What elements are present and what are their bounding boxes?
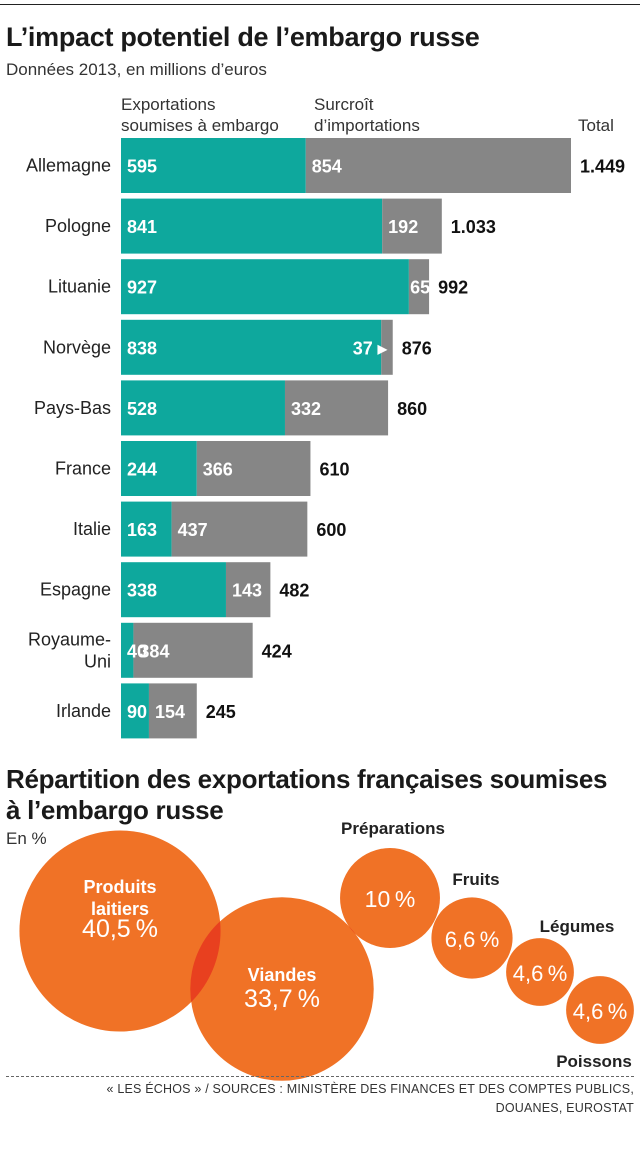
category-label: Lituanie: [48, 277, 111, 297]
category-label: Italie: [73, 519, 111, 539]
value-label-import: 854: [312, 157, 342, 177]
bar-import-2: [408, 259, 430, 315]
bar-import-5: [196, 441, 311, 496]
value-label-embargo: 244: [127, 460, 157, 480]
bubble-poissons: [566, 976, 634, 1044]
category-label: Pays-Bas: [34, 398, 111, 418]
category-label: Espagne: [40, 580, 111, 600]
bubble-value-label: 4,6 %: [573, 999, 628, 1024]
bar-embargo-0: [121, 138, 306, 193]
bar-import-8: [133, 622, 253, 678]
top-rule: [0, 4, 640, 5]
bar-import-7: [225, 562, 271, 618]
category-label: France: [55, 459, 111, 479]
value-label-import: 384: [139, 641, 169, 661]
value-label-import: 366: [203, 460, 233, 480]
category-label: Irlande: [56, 701, 111, 721]
bar-import-0: [305, 138, 571, 193]
bubble-value-label: 33,7 %: [244, 985, 320, 1013]
bubble-overlap: [340, 897, 374, 948]
value-label-embargo: 40: [127, 641, 147, 661]
bubble-name-label: Légumes: [540, 917, 615, 936]
bar-embargo-1: [121, 198, 383, 254]
category-label: Allemagne: [26, 156, 111, 176]
value-label-embargo: 841: [127, 217, 157, 237]
bar-embargo-2: [121, 259, 409, 315]
value-label-embargo: 163: [127, 520, 157, 540]
bar-embargo-6: [121, 501, 172, 557]
category-label: Royaume-: [28, 629, 111, 649]
value-label-import: 154: [155, 702, 185, 722]
value-label-import: 143: [232, 581, 262, 601]
bubble-produits-laitiers: [19, 830, 221, 1032]
bubble-name-label: laitiers: [91, 899, 149, 919]
bubble-name-label: Poissons: [556, 1052, 632, 1071]
category-label: Pologne: [45, 216, 111, 236]
bar-import-4: [284, 380, 389, 436]
bar-embargo-4: [121, 380, 285, 436]
bubble-fruits: [431, 897, 513, 979]
bar-import-6: [171, 501, 308, 557]
bubble-value-label: 10 %: [365, 886, 416, 912]
bar-embargo-8: [121, 622, 134, 678]
footer-dashed-rule: [6, 1076, 634, 1077]
total-label: 610: [319, 460, 349, 480]
value-label-import: 437: [178, 520, 208, 540]
total-label: 600: [316, 520, 346, 540]
value-label-embargo: 338: [127, 581, 157, 601]
bubble-value-label: 40,5 %: [82, 915, 158, 943]
total-label: 424: [262, 641, 292, 661]
value-label-embargo: 528: [127, 399, 157, 419]
bubble-chart-unit: En %: [6, 829, 47, 848]
legend-total: Total: [578, 116, 614, 135]
chart-subtitle: Données 2013, en millions d’euros: [6, 60, 267, 79]
bar-embargo-3: [121, 319, 382, 375]
stacked-bar-chart: Allemagne 595 854 1.449 Pologne 841 192 1.033 Li…: [26, 138, 625, 739]
bubble-name-label: Viandes: [248, 965, 317, 985]
value-label-import: 37 ▸: [353, 338, 388, 358]
bubble-name-label: Fruits: [452, 870, 499, 889]
total-label: 482: [279, 581, 309, 601]
value-label-embargo: 927: [127, 278, 157, 298]
value-label-embargo: 595: [127, 157, 157, 177]
bubble-name-label: Produits: [83, 877, 156, 897]
legend-import-surplus: Surcroît d’importations: [314, 95, 420, 135]
source-credit: « LES ÉCHOS » / SOURCES : MINISTÈRE DES …: [106, 1082, 634, 1115]
total-label: 245: [206, 702, 236, 722]
bar-embargo-9: [121, 683, 149, 739]
bar-import-1: [382, 198, 442, 254]
bubble-préparations: [340, 848, 440, 948]
bar-import-3: [381, 319, 393, 375]
total-label: 992: [438, 278, 468, 298]
value-label-embargo: 838: [127, 338, 157, 358]
value-label-import: 65: [410, 278, 430, 298]
category-label: Norvège: [43, 337, 111, 357]
bubble-chart-title: Répartition des exportations françaises …: [6, 764, 608, 825]
category-label: Uni: [84, 651, 111, 671]
bar-embargo-7: [121, 562, 226, 618]
total-label: 1.449: [580, 157, 625, 177]
value-label-import: 192: [388, 217, 418, 237]
total-label: 876: [402, 338, 432, 358]
legend-embargo-exports: Exportations soumises à embargo: [121, 95, 279, 135]
bubble-value-label: 4,6 %: [513, 961, 568, 986]
chart-title: L’impact potentiel de l’embargo russe: [6, 22, 480, 52]
value-label-embargo: 90: [127, 702, 147, 722]
bar-import-9: [148, 683, 197, 739]
bubble-value-label: 6,6 %: [445, 927, 500, 952]
value-label-import: 332: [291, 399, 321, 419]
bubble-overlap: [190, 897, 221, 1032]
bubble-légumes: [506, 938, 574, 1006]
bar-embargo-5: [121, 441, 197, 496]
total-label: 1.033: [451, 217, 496, 237]
bubble-viandes: [190, 897, 374, 1081]
total-label: 860: [397, 399, 427, 419]
